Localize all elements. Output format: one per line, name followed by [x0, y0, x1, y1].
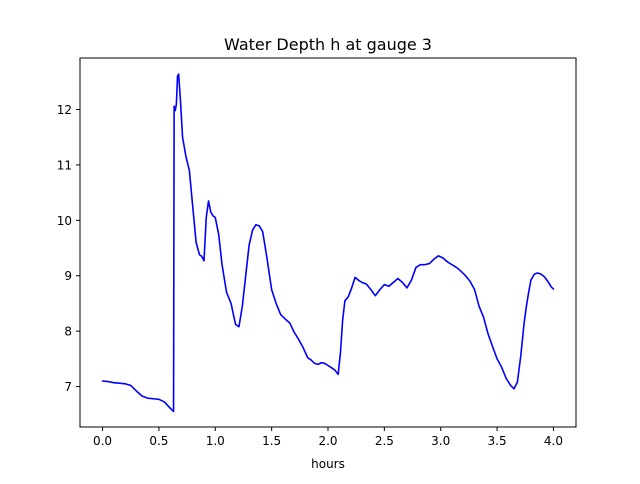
x-tick-label: 0.5: [149, 434, 168, 448]
y-tick-label: 12: [57, 103, 72, 117]
y-tick-label: 9: [64, 269, 72, 283]
axes-frame: [79, 57, 577, 428]
x-tick-label: 3.0: [431, 434, 450, 448]
x-tick-label: 2.5: [375, 434, 394, 448]
x-tick-label: 4.0: [544, 434, 563, 448]
y-tick-label: 7: [64, 380, 72, 394]
x-tick-label: 2.0: [318, 434, 337, 448]
x-tick-label: 1.0: [206, 434, 225, 448]
chart-title: Water Depth h at gauge 3: [224, 35, 432, 54]
y-tick-label: 10: [57, 214, 72, 228]
y-tick-label: 8: [64, 325, 72, 339]
x-tick-label: 1.5: [262, 434, 281, 448]
y-axis: 7 8 9 10 11 12: [57, 103, 80, 394]
x-axis-label: hours: [311, 457, 345, 471]
plot-area: [101, 73, 555, 413]
x-tick-label: 0.0: [93, 434, 112, 448]
y-tick-label: 11: [57, 158, 72, 172]
x-tick-label: 3.5: [488, 434, 507, 448]
series-line-0: [101, 73, 555, 413]
x-axis: 0.0 0.5 1.0 1.5 2.0 2.5 3.0 3.5 4.0: [93, 427, 563, 448]
